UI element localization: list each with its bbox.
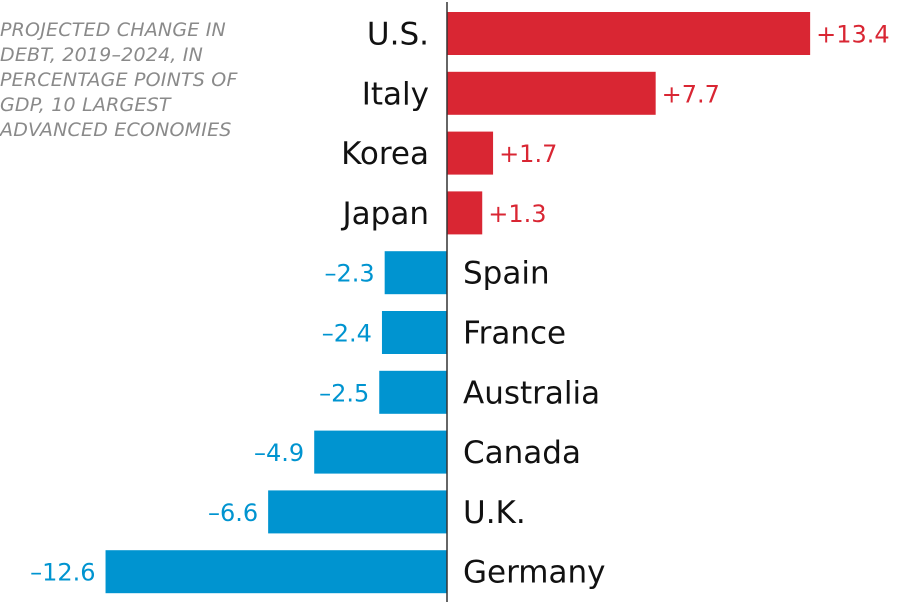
- bar-italy: [447, 71, 656, 115]
- category-label: Spain: [463, 256, 550, 292]
- bar-canada: [314, 430, 447, 474]
- value-label: –2.4: [322, 320, 372, 348]
- category-label: Italy: [362, 76, 429, 112]
- category-label: Canada: [463, 435, 581, 471]
- category-label: Australia: [463, 375, 600, 411]
- bar-spain: [384, 251, 447, 295]
- value-label: –12.6: [30, 559, 95, 587]
- value-label: –6.6: [208, 499, 258, 527]
- category-label: France: [463, 316, 566, 352]
- bar-germany: [105, 550, 447, 594]
- bar-france: [381, 311, 447, 354]
- bars-group: U.S. +13.4 Italy +7.7 Korea +1.7 Japan +1.3 Spai…: [30, 12, 890, 594]
- value-label: +13.4: [816, 21, 890, 49]
- category-label: U.K.: [463, 495, 526, 531]
- value-label: –2.3: [324, 260, 374, 288]
- bar-uk: [268, 490, 447, 534]
- value-label: +7.7: [662, 80, 720, 108]
- category-label: Korea: [341, 136, 429, 172]
- value-label: +1.3: [488, 200, 546, 228]
- category-label: Germany: [463, 555, 605, 591]
- value-label: +1.7: [499, 140, 557, 168]
- value-label: –4.9: [254, 439, 304, 467]
- bar-korea: [447, 131, 494, 175]
- value-label: –2.5: [319, 379, 369, 407]
- bar-us: [447, 12, 811, 55]
- category-label: U.S.: [367, 17, 429, 53]
- chart-title: PROJECTED CHANGE IN DEBT, 2019–2024, IN …: [0, 19, 238, 141]
- bar-japan: [447, 191, 483, 235]
- bar-australia: [379, 370, 447, 414]
- category-label: Japan: [341, 196, 429, 232]
